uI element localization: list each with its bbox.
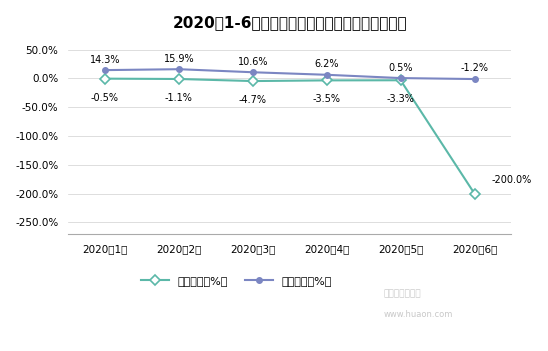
Legend: 环比增长（%）, 同比增长（%）: 环比增长（%）, 同比增长（%） [136, 271, 336, 290]
Text: -3.3%: -3.3% [387, 94, 414, 104]
Text: 14.3%: 14.3% [90, 54, 120, 65]
Text: -1.2%: -1.2% [460, 64, 488, 73]
Text: -1.1%: -1.1% [165, 93, 193, 103]
同比增长（%） [471, 77, 478, 81]
Text: 0.5%: 0.5% [389, 62, 413, 73]
Text: 6.2%: 6.2% [315, 59, 339, 69]
同比增长（%） [323, 73, 330, 77]
Line: 同比增长（%）: 同比增长（%） [102, 66, 477, 82]
Title: 2020年1-6月活鸡（普通肉鸡）集贸市场价格增速: 2020年1-6月活鸡（普通肉鸡）集贸市场价格增速 [173, 15, 407, 30]
Text: -200.0%: -200.0% [491, 175, 532, 185]
Text: 10.6%: 10.6% [237, 57, 268, 67]
环比增长（%） [175, 77, 182, 81]
环比增长（%） [323, 78, 330, 82]
环比增长（%） [471, 192, 478, 196]
同比增长（%） [101, 68, 108, 72]
Text: -3.5%: -3.5% [313, 94, 341, 104]
Text: -4.7%: -4.7% [239, 95, 267, 105]
环比增长（%） [397, 78, 404, 82]
Text: -0.5%: -0.5% [91, 93, 119, 102]
Line: 环比增长（%）: 环比增长（%） [101, 75, 478, 197]
环比增长（%） [101, 77, 108, 81]
同比增长（%） [397, 76, 404, 80]
同比增长（%） [249, 70, 256, 74]
同比增长（%） [175, 67, 182, 71]
Text: 15.9%: 15.9% [163, 54, 194, 64]
Text: www.huaon.com: www.huaon.com [384, 310, 453, 319]
环比增长（%） [249, 79, 256, 83]
Text: 华经产业研究院: 华经产业研究院 [384, 289, 421, 298]
